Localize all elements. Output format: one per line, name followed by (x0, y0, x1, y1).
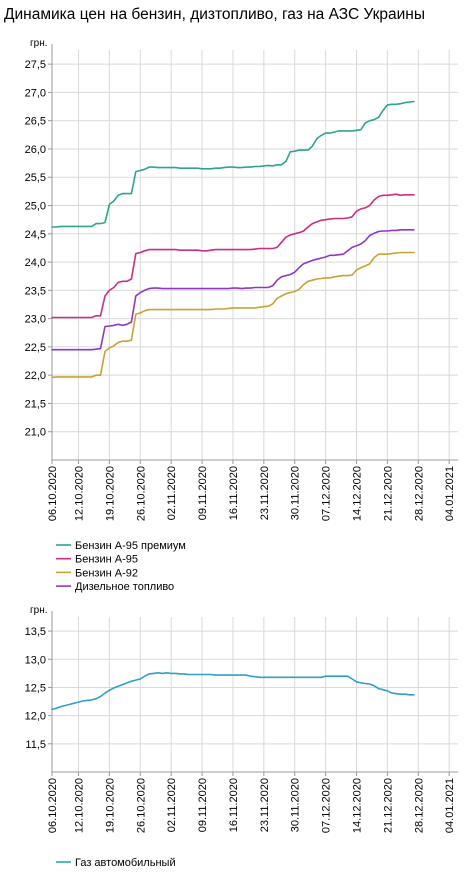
x-tick-label: 30.11.2020 (290, 466, 302, 520)
x-tick-label: 16.11.2020 (228, 778, 240, 832)
y-tick-label: 27,5 (25, 59, 46, 71)
fuel-prices-chart: грн. 21,0 21,5 22,0 22,5 23,0 23,5 24,0 24,5 25,… (25, 38, 458, 593)
x-tick-labels: 06.10.2020 12.10.2020 19.10.2020 26.10.2020… (47, 778, 456, 833)
page-title: Динамика цен на бензин, дизтопливо, газ … (4, 6, 425, 23)
x-tick-label: 26.10.2020 (135, 466, 147, 521)
x-tick-label: 23.11.2020 (259, 778, 271, 832)
x-tick-label: 14.12.2020 (352, 466, 364, 521)
x-tick-label: 06.10.2020 (47, 778, 59, 833)
x-tick-label: 21.12.2020 (382, 466, 394, 521)
y-tick-label: 26,5 (25, 116, 46, 128)
series-line-0 (51, 672, 415, 711)
y-tick-label: 25,0 (25, 201, 46, 213)
y-tick-label: 26,0 (25, 144, 46, 156)
x-tick-label: 12.10.2020 (73, 778, 85, 833)
y-tick-label: 21,5 (25, 398, 46, 410)
x-tick-label: 04.01.2021 (444, 778, 456, 833)
y-tick-label: 13,0 (25, 654, 46, 666)
x-tick-label: 02.11.2020 (166, 778, 178, 832)
x-tick-label: 14.12.2020 (352, 778, 364, 833)
y-tick-label: 11,5 (25, 739, 46, 751)
legend-label: Бензин А-92 (75, 567, 138, 579)
y-tick-label: 21,0 (25, 427, 46, 439)
y-tick-label: 22,5 (25, 342, 46, 354)
x-tick-label: 30.11.2020 (290, 778, 302, 832)
y-tick-label: 13,5 (25, 626, 46, 638)
legend-label: Газ автомобильный (75, 857, 176, 869)
grid (51, 50, 458, 460)
x-tick-label: 21.12.2020 (382, 778, 394, 833)
x-tick-label: 07.12.2020 (321, 466, 333, 521)
x-tick-label: 07.12.2020 (321, 778, 333, 833)
y-tick-label: 22,0 (25, 370, 46, 382)
axes (48, 44, 458, 464)
series-lines (51, 672, 415, 711)
y-axis-unit-label: грн. (30, 38, 48, 49)
legend-label: Дизельное топливо (75, 581, 174, 593)
y-tick-label: 24,0 (25, 257, 46, 269)
x-tick-label: 02.11.2020 (166, 466, 178, 520)
y-tick-labels: 21,0 21,5 22,0 22,5 23,0 23,5 24,0 24,5 25,0 25,5… (25, 59, 46, 439)
grid (51, 617, 458, 772)
x-tick-label: 19.10.2020 (104, 778, 116, 833)
x-tick-label: 04.01.2021 (444, 466, 456, 521)
y-tick-labels: 11,5 12,0 12,5 13,0 13,5 (25, 626, 46, 751)
legend-label: Бензин А-95 (75, 554, 138, 566)
y-tick-label: 25,5 (25, 172, 46, 184)
y-tick-label: 23,0 (25, 314, 46, 326)
x-tick-label: 06.10.2020 (47, 466, 59, 521)
y-tick-label: 23,5 (25, 285, 46, 297)
x-tick-label: 09.11.2020 (197, 466, 209, 520)
y-tick-label: 27,0 (25, 87, 46, 99)
x-tick-label: 12.10.2020 (73, 466, 85, 521)
x-tick-label: 28.12.2020 (413, 466, 425, 521)
axes (48, 611, 458, 776)
series-line-3 (51, 229, 415, 351)
x-tick-label: 26.10.2020 (135, 778, 147, 833)
x-tick-label: 19.10.2020 (104, 466, 116, 521)
y-tick-label: 24,5 (25, 229, 46, 241)
series-line-2 (51, 251, 415, 379)
x-tick-label: 28.12.2020 (413, 778, 425, 833)
y-axis-unit-label: грн. (30, 605, 48, 616)
x-tick-labels: 06.10.2020 12.10.2020 19.10.2020 26.10.2020… (47, 466, 456, 521)
y-tick-label: 12,0 (25, 711, 46, 723)
gas-price-chart: грн. 11,5 12,0 12,5 13,0 13,5 06.10.2020 12.1… (25, 605, 458, 869)
legend-label: Бензин А-95 премиум (75, 540, 186, 552)
series-lines (51, 100, 415, 379)
series-line-0 (51, 100, 415, 228)
legend: Газ автомобильный (56, 857, 176, 869)
x-tick-label: 23.11.2020 (259, 466, 271, 520)
series-line-1 (51, 193, 415, 319)
x-tick-label: 09.11.2020 (197, 778, 209, 832)
x-tick-label: 16.11.2020 (228, 466, 240, 520)
y-tick-label: 12,5 (25, 682, 46, 694)
